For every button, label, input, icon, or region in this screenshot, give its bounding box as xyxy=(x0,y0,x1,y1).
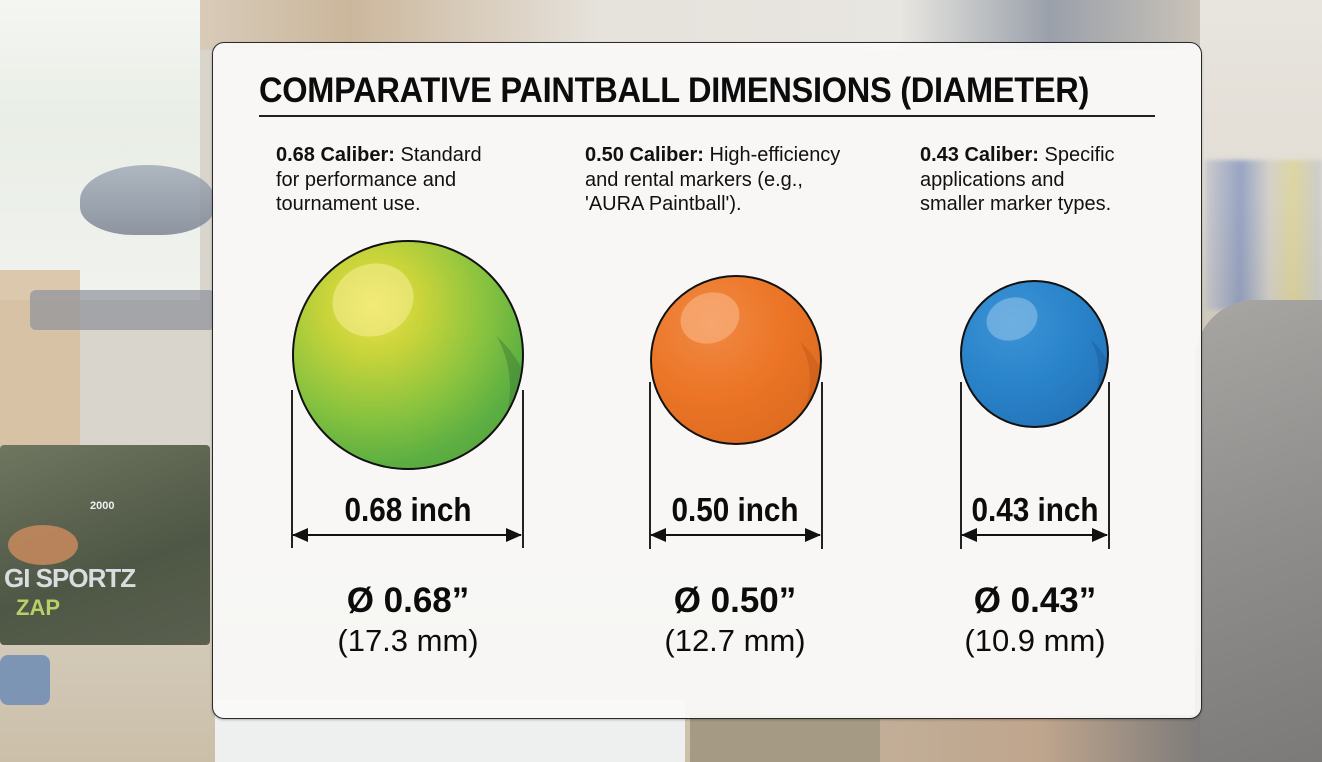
caliber-050-description: 0.50 Caliber: High-efficiency and rental… xyxy=(585,144,841,215)
dimension-line-right xyxy=(1108,382,1110,549)
caliber-label: 0.68 Caliber: xyxy=(276,144,395,166)
dimension-line-left xyxy=(960,382,962,549)
back-wall xyxy=(200,0,1200,50)
title-underline xyxy=(259,115,1155,117)
diameter-inches: Ø 0.43” xyxy=(973,581,1097,620)
dimension-line-right xyxy=(522,390,524,548)
diameter-mm: (12.7 mm) xyxy=(664,623,806,658)
shelf-items xyxy=(1205,160,1322,310)
page-title: COMPARATIVE PAINTBALL DIMENSIONS (DIAMET… xyxy=(259,71,1090,110)
dimension-arrow xyxy=(650,528,821,542)
blue-case xyxy=(0,655,50,705)
dimension-arrow xyxy=(961,528,1108,542)
diameter-mm: (10.9 mm) xyxy=(964,623,1106,658)
dimension-line-left xyxy=(649,382,651,549)
paintball-068-icon xyxy=(292,240,524,470)
infographic-card: COMPARATIVE PAINTBALL DIMENSIONS (DIAMET… xyxy=(212,42,1202,719)
paintball-043-icon xyxy=(960,280,1109,428)
dimension-arrow xyxy=(292,528,522,542)
dimension-line-left xyxy=(291,390,293,548)
caliber-043-description: 0.43 Caliber: Specific applications and … xyxy=(920,144,1115,215)
paintball-050-icon xyxy=(650,275,822,445)
paintball-box: 2000 GI SPORTZ ZAP xyxy=(0,445,210,645)
person-arm xyxy=(880,715,1200,762)
diameter-inches: Ø 0.68” xyxy=(346,581,470,620)
caliber-068-description: 0.68 Caliber: Standard for performance a… xyxy=(276,144,482,215)
dimension-line-right xyxy=(821,382,823,549)
window xyxy=(0,0,200,300)
diameter-inches: Ø 0.50” xyxy=(673,581,797,620)
dimension-label: 0.50 inch xyxy=(671,491,799,528)
caliber-label: 0.50 Caliber: xyxy=(585,144,704,166)
dimension-label: 0.43 inch xyxy=(971,491,1099,528)
paintball-marker-hopper xyxy=(80,165,215,235)
person-shirt xyxy=(1195,300,1322,762)
diameter-mm: (17.3 mm) xyxy=(337,623,479,658)
box-count: 2000 xyxy=(90,500,115,512)
box-brand: GI SPORTZ xyxy=(4,563,136,593)
floor xyxy=(690,715,890,762)
dimension-label: 0.68 inch xyxy=(344,491,472,528)
paintball-marker-body xyxy=(30,290,215,330)
box-product: ZAP xyxy=(16,595,60,620)
box-logo xyxy=(8,525,78,565)
caliber-label: 0.43 Caliber: xyxy=(920,144,1039,166)
